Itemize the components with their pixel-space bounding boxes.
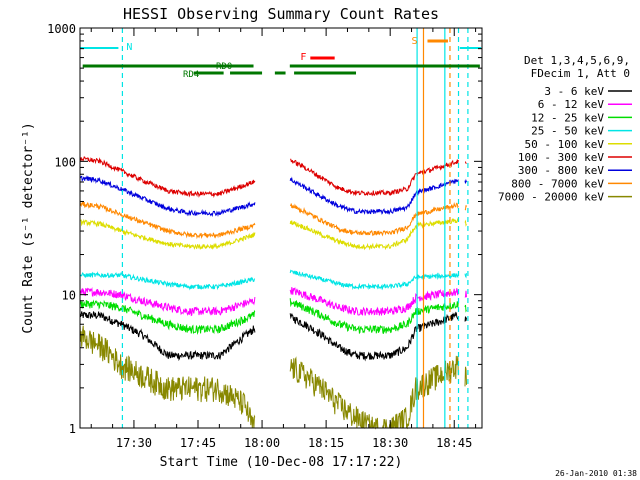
x-tick-label: 18:30: [372, 436, 408, 450]
x-tick-label: 17:45: [180, 436, 216, 450]
legend-entry-label: 50 - 100 keV: [525, 138, 605, 151]
legend-header: FDecim 1, Att 0: [531, 67, 630, 80]
legend-entry-label: 12 - 25 keV: [531, 111, 604, 124]
series-7000-20000kev: [79, 325, 467, 430]
legend-entry-label: 800 - 7000 keV: [511, 177, 604, 190]
series-50-100kev: [80, 218, 467, 251]
plot-frame: [79, 27, 483, 429]
series-3-6kev: [79, 311, 467, 362]
night-label: N: [126, 42, 132, 53]
series-trace: [79, 286, 467, 317]
series-300-800kev: [79, 175, 467, 218]
x-tick-label: 18:00: [244, 436, 280, 450]
series-12-25kev: [79, 298, 467, 336]
legend-entry-label: 6 - 12 keV: [538, 98, 605, 111]
series-trace: [79, 311, 467, 362]
legend-header: Det 1,3,4,5,6,9,: [524, 54, 630, 67]
series-trace: [79, 325, 467, 430]
rd0-label: RD0: [216, 62, 232, 72]
saa-label: S: [411, 36, 417, 47]
y-tick-label: 1: [69, 422, 76, 436]
series-trace: [79, 269, 467, 291]
legend: Det 1,3,4,5,6,9,FDecim 1, Att 0 3 - 6 keV…: [498, 54, 632, 204]
axes-layer: 17:30 17:45 18:00 18:15 18:30 18:45 1 10 100 1000: [47, 22, 482, 450]
series-trace: [80, 218, 467, 251]
y-tick-label: 1000: [47, 22, 76, 36]
y-tick-label: 100: [54, 155, 76, 169]
series-800-7000kev: [79, 201, 467, 240]
flare-label: F: [300, 52, 306, 63]
annotation-layer: N RD0 RD4 F S: [80, 28, 482, 428]
legend-entry-label: 3 - 6 keV: [544, 85, 604, 98]
y-axis-label: Count Rate (s⁻¹ detector⁻¹): [21, 122, 36, 333]
legend-entry-label: 100 - 300 keV: [518, 151, 604, 164]
x-tick-label: 18:45: [436, 436, 472, 450]
series-6-12kev: [79, 286, 467, 317]
series-trace: [79, 175, 467, 218]
generation-timestamp: 26-Jan-2010 01:38: [555, 469, 637, 478]
legend-entry-label: 25 - 50 keV: [531, 125, 604, 138]
x-tick-label: 17:30: [116, 436, 152, 450]
series-100-300kev: [79, 156, 467, 198]
series-layer: [79, 156, 467, 430]
y-tick-label: 10: [62, 289, 76, 303]
x-tick-label: 18:15: [308, 436, 344, 450]
series-25-50kev: [79, 269, 467, 291]
legend-entry-label: 300 - 800 keV: [518, 164, 604, 177]
chart-title: HESSI Observing Summary Count Rates: [123, 5, 439, 23]
series-trace: [79, 201, 467, 240]
rd4-label: RD4: [183, 70, 199, 80]
series-trace: [79, 298, 467, 336]
legend-entry-label: 7000 - 20000 keV: [498, 191, 604, 204]
x-axis-label: Start Time (10-Dec-08 17:17:22): [160, 455, 403, 470]
series-trace: [79, 156, 467, 198]
